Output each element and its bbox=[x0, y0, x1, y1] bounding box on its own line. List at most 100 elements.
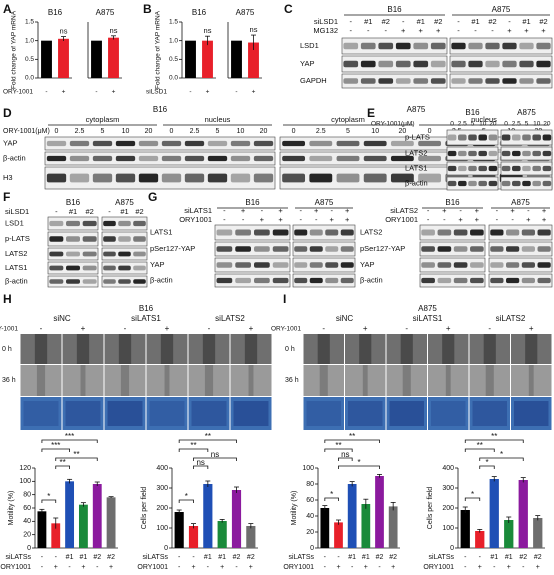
x-tick-label: #2 bbox=[233, 554, 241, 561]
x-tick-label: - bbox=[55, 554, 58, 561]
blot-band bbox=[506, 246, 520, 252]
significance: * bbox=[185, 492, 188, 501]
bar bbox=[388, 506, 398, 548]
significance: ** bbox=[73, 450, 79, 459]
y-tick-label: 0 bbox=[450, 545, 454, 552]
bracket bbox=[193, 457, 237, 461]
blot-band bbox=[92, 173, 113, 183]
blot-band bbox=[519, 78, 534, 84]
blot-band bbox=[115, 173, 136, 183]
blot-band bbox=[360, 60, 376, 68]
blot-band bbox=[115, 155, 136, 162]
protein-label: p-LATS bbox=[405, 132, 430, 141]
protein-label: pSer127-YAP bbox=[360, 244, 405, 253]
lane-label: 20 bbox=[399, 128, 407, 135]
lane-label: 20 bbox=[145, 128, 153, 135]
bar bbox=[92, 484, 102, 548]
blot-band bbox=[451, 42, 466, 50]
lane-label: - bbox=[315, 215, 318, 224]
significance: * bbox=[357, 458, 360, 467]
y-tick-label: 80 bbox=[23, 492, 31, 499]
x-tick-label: #1 bbox=[348, 554, 356, 561]
row-label: ORY-1001 bbox=[271, 326, 301, 333]
x-tick-label: - bbox=[41, 564, 44, 571]
time-label: 0 h bbox=[2, 346, 12, 353]
wound-gap bbox=[34, 334, 48, 364]
lane-label: 10 bbox=[371, 128, 379, 135]
significance: ** bbox=[491, 432, 497, 441]
lane-label: + bbox=[436, 26, 441, 35]
x-tick-label: + bbox=[109, 564, 113, 571]
blot-band bbox=[216, 229, 233, 236]
bracket bbox=[324, 448, 353, 452]
blot bbox=[292, 241, 356, 257]
blot-band bbox=[430, 78, 446, 84]
lane-label: 0 bbox=[55, 128, 59, 135]
blot-band bbox=[343, 42, 359, 50]
bar bbox=[185, 40, 196, 78]
lane-label: - bbox=[511, 215, 514, 224]
y-tick-label: 0.5 bbox=[25, 56, 34, 63]
blot-band bbox=[343, 78, 359, 84]
lane-label: + bbox=[345, 215, 350, 224]
lane-label: 0 bbox=[504, 121, 508, 128]
blot-band bbox=[282, 140, 306, 147]
significance: * bbox=[500, 450, 503, 459]
blot-band bbox=[501, 134, 511, 141]
blot-band bbox=[133, 220, 146, 227]
blot-band bbox=[522, 150, 531, 157]
cell-label: A875 bbox=[517, 108, 536, 117]
y-tick-label: 300 bbox=[156, 485, 168, 492]
blot-band bbox=[458, 165, 467, 172]
cell-label: B16 bbox=[245, 198, 260, 207]
blot-band bbox=[378, 60, 394, 68]
bracket bbox=[178, 448, 209, 452]
lane-label: - bbox=[367, 26, 370, 35]
x-tick-label: - bbox=[192, 554, 195, 561]
cell-label: B16 bbox=[66, 198, 81, 207]
lane-label: - bbox=[300, 206, 303, 215]
y-tick-label: 60 bbox=[306, 497, 314, 504]
panel-label: F bbox=[3, 190, 10, 204]
treat-label: - bbox=[208, 324, 211, 333]
lane-label: - bbox=[108, 207, 111, 216]
bracket bbox=[193, 465, 209, 469]
blot-band bbox=[49, 220, 64, 227]
blot-band bbox=[453, 246, 468, 252]
blot bbox=[488, 257, 553, 273]
blot-band bbox=[458, 150, 467, 157]
row-label: MG132 bbox=[313, 26, 338, 35]
lane-label: - bbox=[350, 26, 353, 35]
lane-label: #1 bbox=[364, 17, 372, 26]
x-tick-label: - bbox=[41, 554, 44, 561]
wound-gap bbox=[319, 365, 328, 396]
blot-band bbox=[118, 251, 131, 257]
blot-band bbox=[294, 262, 308, 268]
lane-label: - bbox=[55, 207, 58, 216]
bar bbox=[91, 40, 102, 78]
x-tick-label: + bbox=[478, 564, 482, 571]
blot-band bbox=[542, 165, 552, 172]
cell-label: A875 bbox=[418, 304, 437, 313]
blot-band bbox=[430, 60, 446, 68]
x-tick-label: - bbox=[45, 89, 47, 96]
x-tick-label: - bbox=[324, 564, 327, 571]
x-tick-label: - bbox=[493, 564, 496, 571]
blot-band bbox=[468, 165, 477, 172]
blot-band bbox=[512, 134, 521, 141]
blot-band bbox=[470, 262, 484, 268]
lane-label: + bbox=[507, 26, 512, 35]
blot bbox=[214, 224, 291, 241]
y-axis-label: Fold change of YAP mRNA bbox=[11, 10, 18, 89]
blot-band bbox=[378, 78, 394, 84]
y-tick-label: 300 bbox=[442, 485, 454, 492]
blot-band bbox=[82, 220, 97, 227]
lane-label: + bbox=[241, 206, 246, 215]
wound-gap bbox=[244, 334, 258, 364]
fraction-label: nucleus bbox=[471, 115, 497, 124]
blot-band bbox=[512, 150, 521, 157]
blot-band bbox=[447, 180, 457, 187]
blot bbox=[446, 176, 499, 191]
blot-band bbox=[470, 229, 484, 236]
transwell-tint bbox=[431, 401, 466, 426]
